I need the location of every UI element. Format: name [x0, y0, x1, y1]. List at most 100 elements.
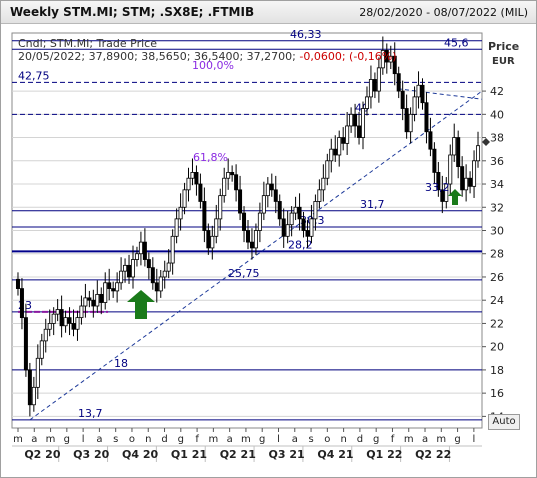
- price-marker-icon: [482, 138, 490, 146]
- candle-body: [230, 172, 235, 176]
- candle-body: [333, 148, 338, 156]
- candle-body: [127, 264, 132, 278]
- candle: [273, 175, 278, 214]
- level-label: 28,2: [288, 238, 313, 251]
- candle: [206, 223, 211, 255]
- y-tick-label: 20: [490, 341, 504, 354]
- candle-body: [47, 323, 52, 330]
- candle-body: [27, 369, 32, 406]
- month-label: s: [308, 434, 313, 445]
- level-label: 45,6: [444, 36, 469, 49]
- month-label: m: [436, 434, 446, 445]
- candle-body: [162, 270, 167, 278]
- candle-body: [123, 264, 128, 272]
- currency-label: EUR: [492, 56, 515, 67]
- candle-body: [444, 183, 449, 202]
- candle-body: [416, 84, 421, 98]
- candle: [31, 376, 36, 412]
- candle: [456, 130, 461, 179]
- candle: [368, 65, 373, 109]
- candle: [317, 179, 322, 209]
- candle: [472, 150, 477, 198]
- candle: [249, 228, 254, 260]
- candle: [460, 156, 465, 197]
- candle: [313, 194, 318, 231]
- quarter-label: Q4 21: [317, 448, 353, 461]
- candle-body: [107, 282, 112, 289]
- y-tick-label: 42: [490, 85, 504, 98]
- month-label: o: [324, 434, 330, 445]
- candle: [380, 36, 385, 75]
- candle-body: [321, 177, 326, 191]
- candle-body: [388, 55, 393, 63]
- candle-body: [218, 195, 223, 220]
- candle: [392, 42, 397, 86]
- candle-body: [210, 235, 215, 249]
- y-tick-label: 30: [490, 225, 504, 238]
- candle: [357, 112, 362, 145]
- month-label: g: [373, 434, 379, 445]
- candle: [214, 204, 219, 244]
- month-label: n: [340, 434, 346, 445]
- candle-body: [329, 148, 334, 162]
- candle: [15, 272, 20, 296]
- candle-body: [468, 177, 473, 187]
- candle: [305, 220, 310, 248]
- month-label: f: [195, 434, 199, 445]
- candle-body: [361, 108, 366, 138]
- candle-body: [103, 282, 108, 303]
- candle-body: [19, 288, 24, 319]
- candle: [420, 78, 425, 110]
- candle-body: [289, 212, 294, 226]
- candle: [388, 45, 393, 70]
- y-tick-label: 26: [490, 271, 504, 284]
- candle-body: [293, 206, 298, 214]
- candle: [424, 92, 429, 144]
- candle: [333, 135, 338, 162]
- candle: [39, 333, 44, 366]
- candle-body: [257, 212, 262, 231]
- candle-body: [214, 218, 219, 237]
- candle-body: [142, 241, 147, 260]
- auto-scale-button[interactable]: Auto: [488, 414, 520, 430]
- month-label: g: [64, 434, 70, 445]
- month-label: s: [113, 434, 118, 445]
- level-label: 18: [114, 357, 128, 370]
- month-label: m: [241, 434, 251, 445]
- y-tick-label: 40: [490, 108, 504, 121]
- y-tick-label: 38: [490, 132, 504, 145]
- level-33-2-label: 33,2: [425, 181, 450, 194]
- candle: [95, 280, 100, 313]
- month-label: g: [259, 434, 265, 445]
- candle-body: [63, 317, 68, 327]
- candle-body: [59, 309, 64, 327]
- candle: [234, 164, 239, 202]
- quarter-label: Q4 20: [122, 448, 158, 461]
- candle-body: [245, 230, 250, 243]
- month-label: a: [422, 434, 428, 445]
- candle-body: [432, 148, 437, 173]
- month-label: n: [145, 434, 151, 445]
- candle: [440, 175, 445, 214]
- legend-ohlc: 37,8900; 38,5650; 36,5400; 37,2700;: [89, 50, 300, 63]
- candle-body: [35, 357, 40, 388]
- y-tick-label: 24: [490, 294, 504, 307]
- month-label: a: [96, 434, 102, 445]
- candle: [130, 245, 135, 289]
- candle-body: [166, 262, 171, 272]
- candle-body: [111, 288, 116, 292]
- candle: [19, 278, 24, 330]
- month-label: f: [391, 434, 395, 445]
- candle-body: [134, 253, 139, 260]
- candle-body: [305, 230, 310, 237]
- quarter-label: Q1 21: [171, 448, 207, 461]
- candle: [428, 117, 433, 157]
- candle: [43, 318, 48, 353]
- candle: [35, 344, 40, 399]
- candle: [448, 144, 453, 196]
- candle-body: [376, 67, 381, 92]
- candle-body: [353, 113, 358, 127]
- channel-line: [397, 88, 483, 100]
- candle: [253, 223, 258, 255]
